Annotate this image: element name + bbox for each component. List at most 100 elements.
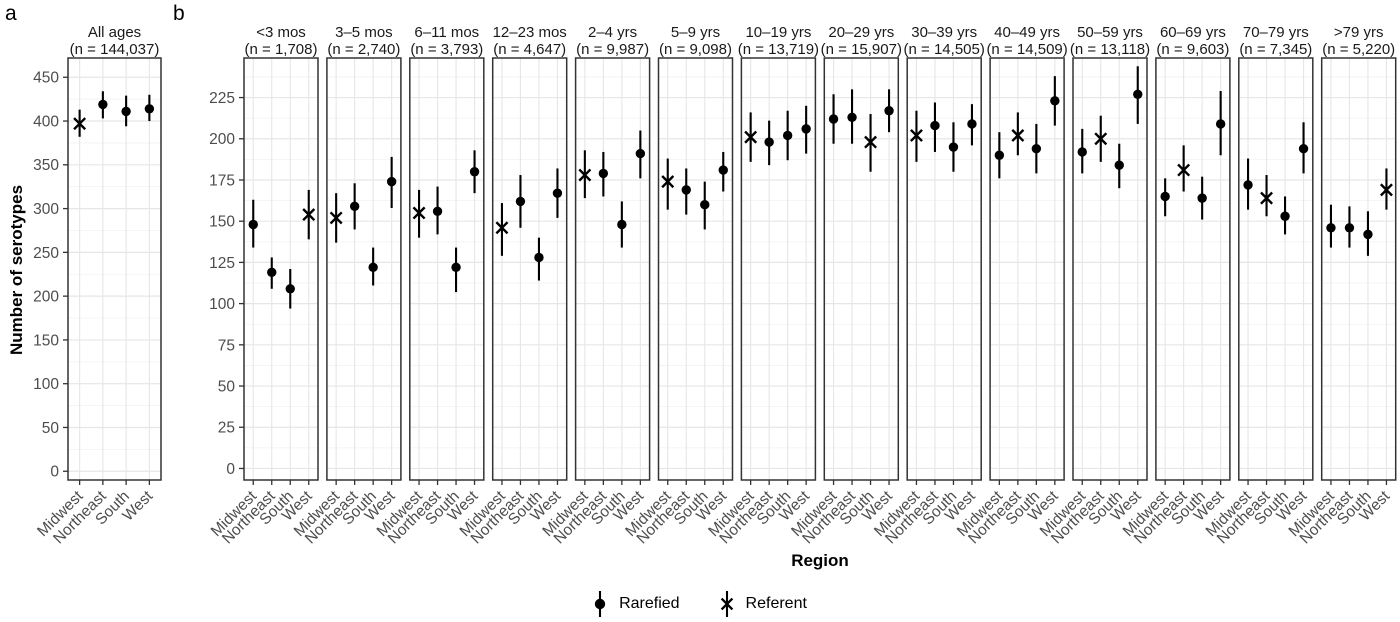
y-tick-label: 25 — [218, 420, 235, 437]
point-rarefied-south — [948, 142, 959, 152]
y-tick-label: 150 — [209, 214, 235, 231]
x-mark — [910, 129, 923, 142]
point-rarefied-midwest — [1326, 223, 1336, 233]
facet-title: All ages — [88, 24, 141, 41]
facet-subtitle: (n = 9,098) — [659, 41, 732, 58]
panel-border — [67, 57, 162, 481]
x-mark — [1094, 132, 1108, 146]
point-rarefied-northeast — [349, 201, 360, 212]
point-referent-midwest — [910, 129, 923, 142]
y-tick-label: 0 — [226, 461, 235, 478]
facet-title: <3 mos — [256, 24, 306, 41]
facet-subtitle: (n = 7,345) — [1239, 41, 1312, 58]
facet-title: 6–11 mos — [414, 24, 479, 41]
point-referent-west — [302, 208, 316, 222]
point-rarefied-south — [1197, 193, 1207, 203]
y-tick-label: 100 — [209, 296, 235, 313]
point-rarefied-south — [121, 106, 131, 117]
legend-label-rarefied: Rarefied — [619, 595, 680, 612]
facet-subtitle: (n = 14,509) — [986, 41, 1067, 58]
point-rarefied-west — [1133, 89, 1143, 99]
facet-subtitle: (n = 5,220) — [1322, 41, 1395, 58]
point-rarefied-west — [144, 104, 155, 114]
point-rarefied-west — [801, 124, 811, 134]
x-mark — [412, 206, 426, 220]
point-referent-south — [864, 135, 877, 149]
panel-border — [740, 57, 817, 481]
facet-subtitle: (n = 13,719) — [738, 41, 819, 58]
facet-subtitle: (n = 1,708) — [245, 41, 318, 58]
point-rarefied-northeast — [515, 196, 526, 207]
panel-border — [409, 57, 485, 481]
point-rarefied-west — [967, 119, 977, 129]
point-referent-midwest — [661, 175, 675, 189]
facet-title: 30–39 yrs — [911, 24, 977, 41]
panel-border — [657, 57, 734, 481]
y-tick-label: 250 — [33, 245, 59, 262]
point-rarefied-south — [782, 130, 793, 141]
point-rarefied-midwest — [248, 219, 258, 230]
point-referent-midwest — [495, 221, 509, 235]
point-referent-northeast — [1177, 163, 1191, 177]
legend: Rarefied Referent — [0, 589, 1400, 619]
point-rarefied-northeast — [432, 206, 443, 217]
point-rarefied-west — [386, 176, 397, 187]
y-tick-label: 450 — [33, 70, 59, 87]
y-tick-label: 150 — [33, 332, 59, 349]
y-tick-label: 50 — [42, 420, 60, 437]
point-rarefied-northeast — [681, 185, 691, 195]
referent-marker-icon — [720, 591, 733, 617]
legend-item-referent: Referent — [720, 589, 807, 619]
legend-label-referent: Referent — [745, 595, 807, 612]
point-rarefied-west — [552, 188, 563, 198]
facet-title: 50–59 yrs — [1077, 24, 1143, 41]
facet-subtitle: (n = 2,740) — [327, 41, 400, 58]
point-referent-midwest — [578, 168, 592, 182]
point-rarefied-west — [1298, 143, 1309, 154]
point-rarefied-northeast — [98, 99, 108, 110]
facet-subtitle: (n = 9,987) — [576, 41, 649, 58]
x-mark — [329, 211, 343, 225]
point-rarefied-south — [451, 262, 461, 273]
point-rarefied-west — [718, 165, 728, 175]
y-tick-label: 225 — [209, 90, 235, 107]
facet-title: 70–79 yrs — [1243, 24, 1309, 41]
facet-title: 10–19 yrs — [745, 24, 811, 41]
point-referent-midwest — [329, 211, 343, 225]
point-rarefied-northeast — [930, 120, 940, 131]
facet-title: 60–69 yrs — [1160, 24, 1226, 41]
y-tick-label: 300 — [33, 201, 59, 218]
point-rarefied-south — [1280, 211, 1290, 221]
x-mark — [661, 175, 675, 189]
point-referent-west — [1380, 183, 1393, 197]
point-rarefied-south — [617, 219, 627, 230]
point-rarefied-west — [635, 148, 646, 159]
point-rarefied-west — [1215, 119, 1226, 129]
x-mark — [744, 130, 758, 144]
point-referent-northeast — [1011, 129, 1025, 142]
facet-title: 2–4 yrs — [588, 24, 637, 41]
panel-border — [1072, 57, 1148, 481]
y-tick-label: 0 — [50, 464, 59, 481]
point-rarefied-midwest — [994, 150, 1005, 160]
point-rarefied-south — [700, 200, 710, 210]
panel-border — [243, 57, 319, 481]
panel-border — [1155, 57, 1231, 481]
panel-border — [1320, 57, 1397, 481]
panel-border — [491, 57, 568, 481]
facet-title: 3–5 mos — [335, 24, 393, 41]
point-rarefied-midwest — [828, 114, 839, 124]
y-tick-label: 75 — [218, 337, 235, 354]
x-mark — [1011, 129, 1025, 142]
panel-border — [1238, 57, 1314, 481]
y-axis-title: Number of serotypes — [7, 184, 26, 356]
y-tick-label: 200 — [33, 289, 59, 306]
x-mark — [1177, 163, 1191, 177]
rarefied-marker-icon — [594, 591, 606, 617]
y-tick-label: 50 — [218, 378, 236, 395]
x-mark — [302, 208, 316, 222]
x-mark — [73, 117, 87, 131]
facet-subtitle: (n = 144,037) — [70, 41, 160, 58]
